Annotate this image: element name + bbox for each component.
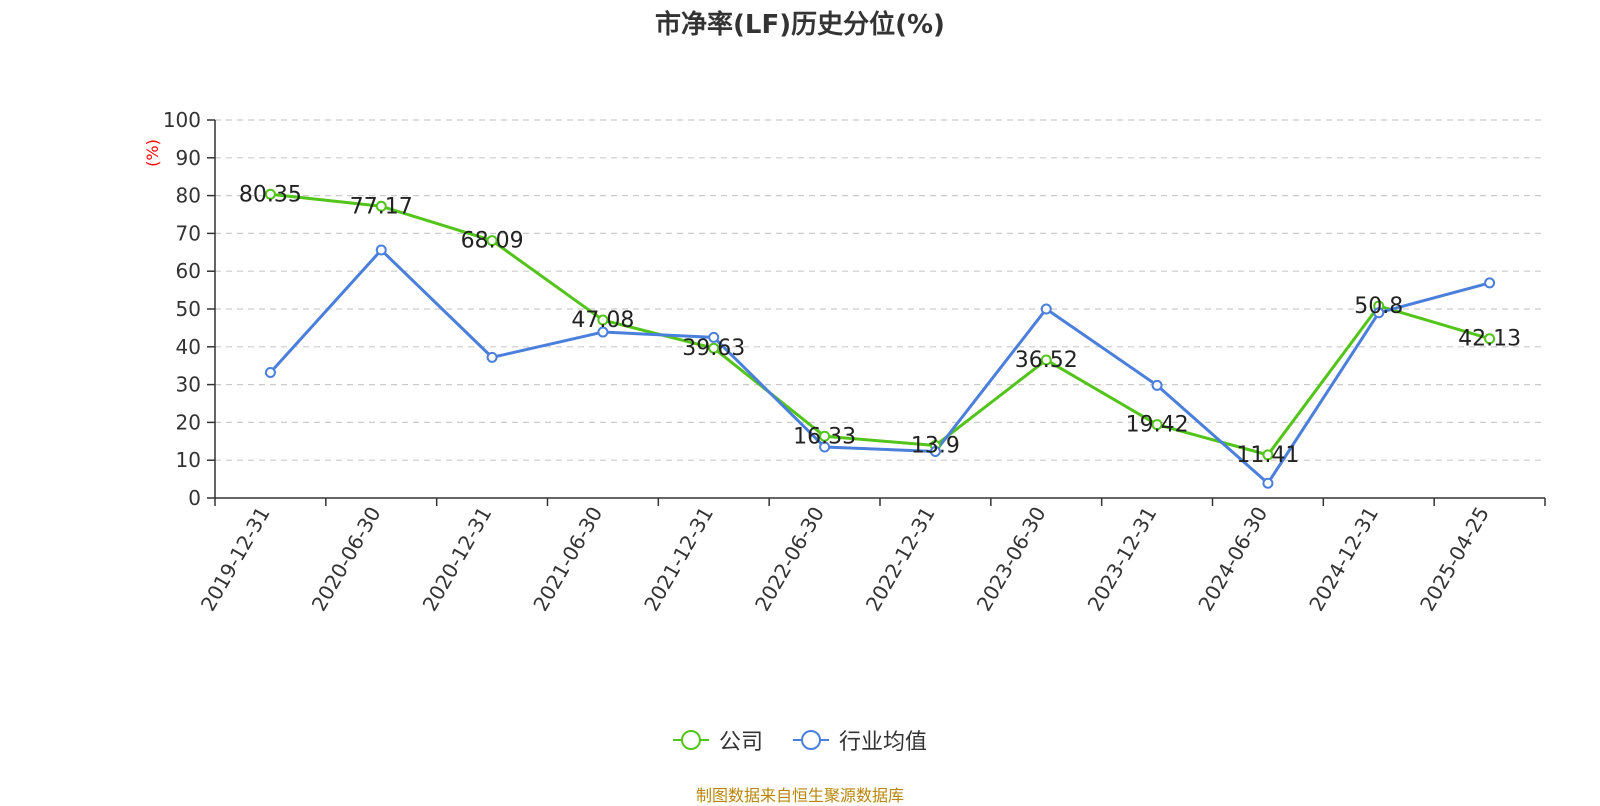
data-point-0 (1040, 354, 1052, 366)
y-tick-label: 20 (176, 410, 201, 434)
legend-item-industry[interactable]: 行业均值 (793, 724, 927, 756)
source-note: 制图数据来自恒生聚源数据库 (695, 786, 904, 805)
data-point-0 (1151, 419, 1163, 431)
x-tick-label: 2024-12-31 (1304, 503, 1383, 616)
y-tick-label: 60 (176, 259, 201, 283)
data-point-0 (375, 200, 387, 212)
x-tick-label: 2023-12-31 (1083, 503, 1162, 616)
data-point-1 (1373, 307, 1385, 319)
series-line-0 (270, 192, 1491, 457)
y-axis-label: (%) (143, 139, 162, 167)
data-point-1 (708, 331, 720, 343)
data-point-1 (486, 351, 498, 363)
x-tick-label: 2021-06-30 (528, 503, 607, 616)
y-tick-label: 90 (176, 146, 201, 170)
legend: 公司 行业均值 (0, 724, 1600, 756)
x-tick-label: 2022-12-31 (861, 503, 940, 616)
data-label: 80.35 (239, 182, 302, 207)
data-point-1 (1262, 477, 1274, 489)
data-point-1 (819, 441, 831, 453)
data-point-0 (486, 235, 498, 247)
data-label: 36.52 (1015, 348, 1078, 373)
data-point-1 (929, 446, 941, 458)
data-label: 16.33 (793, 424, 856, 449)
data-point-1 (1484, 277, 1496, 289)
data-point-1 (375, 244, 387, 256)
data-point-0 (708, 342, 720, 354)
data-labels: 80.35 77.17 68.09 47.08 39.63 16.33 13.9 36.52 1… (239, 182, 1521, 468)
legend-label-industry: 行业均值 (839, 730, 928, 755)
data-point-0 (1262, 449, 1274, 461)
x-tick-label: 2024-06-30 (1193, 503, 1272, 616)
x-tick-label: 2025-04-25 (1415, 503, 1494, 616)
x-tick-label: 2022-06-30 (750, 503, 829, 616)
chart-title: 市净率(LF)历史分位(%) (655, 10, 945, 40)
x-tick-label: 2020-06-30 (307, 503, 386, 616)
data-label: 13.9 (911, 433, 960, 458)
data-point-1 (597, 326, 609, 338)
y-tick-label: 40 (176, 335, 201, 359)
series-lines (269, 192, 1491, 485)
grid-lines (215, 119, 1545, 461)
data-label: 39.63 (682, 336, 745, 361)
data-label: 42.13 (1458, 327, 1521, 352)
data-point-0 (597, 314, 609, 326)
y-tick-label: 50 (176, 297, 201, 321)
data-point-1 (264, 367, 276, 379)
data-label: 19.42 (1126, 413, 1189, 438)
x-tick-label: 2021-12-31 (639, 503, 718, 616)
y-tick-label: 0 (188, 486, 201, 510)
data-label: 11.41 (1236, 443, 1299, 468)
legend-item-company[interactable]: 公司 (672, 724, 763, 756)
data-point-1 (1151, 379, 1163, 391)
y-tick-label: 10 (176, 448, 201, 472)
x-tick-label: 2023-06-30 (972, 503, 1051, 616)
data-label: 68.09 (461, 229, 524, 254)
y-tick-label: 80 (176, 184, 201, 208)
series-line-1 (269, 248, 1490, 485)
y-tick-label: 100 (163, 108, 201, 132)
data-point-0 (1484, 333, 1496, 345)
y-tick-label: 30 (176, 373, 201, 397)
x-tick-label: 2019-12-31 (196, 503, 275, 616)
data-point-0 (819, 430, 831, 442)
series-points (264, 188, 1496, 489)
legend-line-circle-icon (672, 730, 709, 750)
data-label: 50.8 (1354, 294, 1403, 319)
data-point-1 (1040, 303, 1052, 315)
data-label: 77.17 (350, 194, 413, 219)
x-tick-label: 2020-12-31 (418, 503, 497, 616)
legend-line-circle-icon (793, 730, 829, 750)
y-tick-label: 70 (176, 221, 201, 245)
data-label: 47.08 (571, 308, 634, 333)
legend-label-company: 公司 (718, 730, 763, 755)
data-point-0 (264, 188, 276, 200)
